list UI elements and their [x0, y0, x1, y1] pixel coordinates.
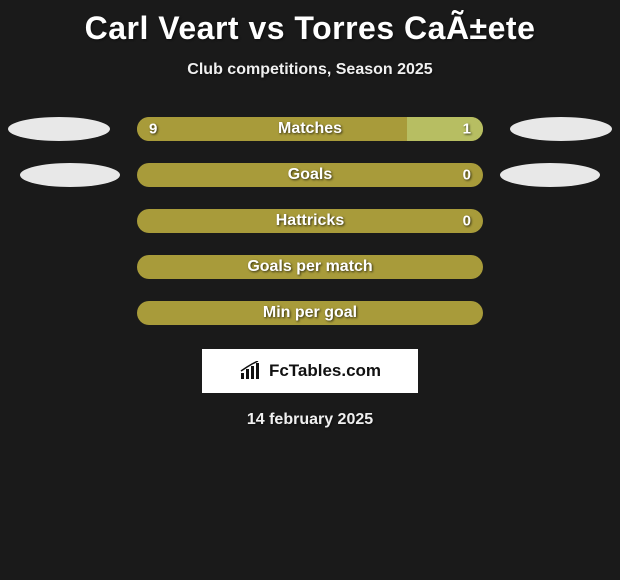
stat-bar: Goals0	[137, 163, 483, 187]
logo-box: FcTables.com	[202, 349, 418, 393]
stat-row: Matches91	[0, 117, 620, 141]
stat-row: Goals per match	[0, 255, 620, 279]
player-image-placeholder-left	[8, 117, 110, 141]
bar-fill-left	[137, 117, 407, 141]
stat-label: Min per goal	[137, 304, 483, 322]
stat-value-right: 1	[463, 121, 471, 138]
stat-row: Min per goal	[0, 301, 620, 325]
stat-bar: Hattricks0	[137, 209, 483, 233]
bar-fill-right	[407, 117, 483, 141]
comparison-rows: Matches91Goals0Hattricks0Goals per match…	[0, 117, 620, 325]
stat-value-right: 0	[463, 167, 471, 184]
stat-bar: Min per goal	[137, 301, 483, 325]
date-label: 14 february 2025	[247, 411, 373, 429]
player-image-placeholder-right	[510, 117, 612, 141]
logo-text: FcTables.com	[269, 361, 381, 381]
stat-row: Hattricks0	[0, 209, 620, 233]
stat-row: Goals0	[0, 163, 620, 187]
stat-value-right: 0	[463, 213, 471, 230]
chart-icon	[239, 361, 263, 381]
subtitle: Club competitions, Season 2025	[187, 61, 432, 79]
page-title: Carl Veart vs Torres CaÃ±ete	[85, 10, 536, 47]
stat-label: Goals	[137, 166, 483, 184]
player-image-placeholder-left	[20, 163, 120, 187]
player-image-placeholder-right	[500, 163, 600, 187]
stat-label: Goals per match	[137, 258, 483, 276]
stat-label: Hattricks	[137, 212, 483, 230]
stat-value-left: 9	[149, 121, 157, 138]
stat-bar: Goals per match	[137, 255, 483, 279]
stat-bar: Matches91	[137, 117, 483, 141]
